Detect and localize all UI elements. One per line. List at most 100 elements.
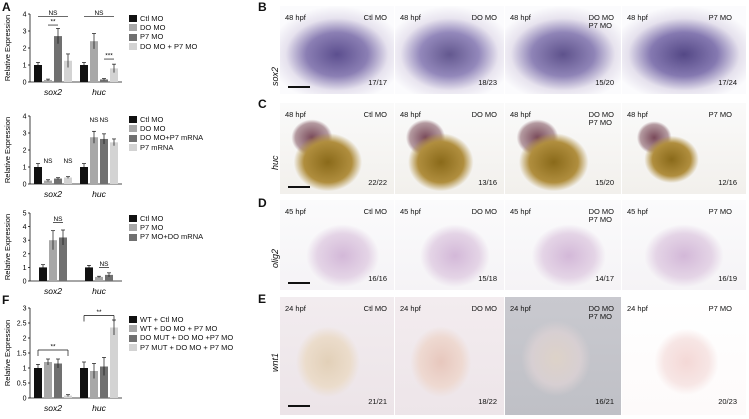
bar bbox=[34, 65, 42, 82]
image-c-do: 48 hpf DO MO 13/16 bbox=[395, 103, 504, 194]
y-tick-label: 1 bbox=[23, 366, 27, 373]
y-tick-label: 4 bbox=[23, 114, 27, 121]
bar bbox=[100, 79, 108, 82]
legend-swatch bbox=[129, 42, 137, 50]
ratio-label: 21/21 bbox=[368, 397, 387, 406]
panel-label-a: A bbox=[2, 0, 11, 14]
condition-label: Ctl MO bbox=[363, 207, 387, 216]
condition-label: P7 MO bbox=[708, 304, 732, 313]
image-e-do: 24 hpf DO MO 18/22 bbox=[395, 297, 504, 415]
significance-label: ** bbox=[96, 309, 102, 316]
y-tick-label: 0 bbox=[23, 279, 27, 286]
condition-label: DO MO bbox=[471, 110, 497, 119]
significance-label: NS bbox=[63, 158, 73, 165]
bar bbox=[110, 142, 118, 184]
significance-label: NS bbox=[43, 158, 53, 165]
legend-label: WT + DO MO + P7 MO bbox=[140, 324, 218, 334]
image-d-ctl: 45 hpf Ctl MO 16/16 bbox=[280, 200, 394, 290]
legend-entry: P7 MO bbox=[129, 32, 197, 41]
y-tick-label: 3 bbox=[23, 238, 27, 245]
stage-label: 45 hpf bbox=[627, 207, 648, 216]
ratio-label: 16/21 bbox=[595, 397, 614, 406]
bar bbox=[90, 137, 98, 184]
image-d-p7: 45 hpf P7 MO 16/19 bbox=[622, 200, 746, 290]
ratio-label: 15/20 bbox=[595, 78, 614, 87]
legend-swatch bbox=[129, 15, 137, 23]
bar bbox=[54, 178, 62, 184]
condition-label: DO MO P7 MO bbox=[588, 110, 614, 127]
bar bbox=[110, 327, 118, 398]
image-c-p7: 48 hpf P7 MO 12/16 bbox=[622, 103, 746, 194]
bar bbox=[110, 68, 118, 82]
stage-label: 45 hpf bbox=[285, 207, 306, 216]
ratio-label: 18/23 bbox=[478, 78, 497, 87]
bar bbox=[64, 60, 72, 82]
image-b-ctl: 48 hpf Ctl MO 17/17 bbox=[280, 6, 394, 94]
image-d-domo-p7mo: 45 hpf DO MO P7 MO 14/17 bbox=[505, 200, 621, 290]
scale-bar bbox=[288, 86, 310, 88]
panel-label-f: F bbox=[2, 293, 10, 307]
legend-label: DO MUT + DO MO +P7 MO bbox=[140, 333, 234, 343]
row-label-wnt1: wnt1 bbox=[270, 352, 280, 372]
legend-entry: P7 MO+DO mRNA bbox=[129, 232, 203, 241]
image-b-domo-p7mo: 48 hpf DO MO P7 MO 15/20 bbox=[505, 6, 621, 94]
ratio-label: 17/24 bbox=[718, 78, 737, 87]
legend-entry: DO MO bbox=[129, 23, 197, 32]
significance-label: *** bbox=[105, 53, 113, 60]
legend-entry: WT + Ctl MO bbox=[129, 315, 233, 324]
ratio-label: 15/20 bbox=[595, 178, 614, 187]
x-category-label: sox2 bbox=[44, 286, 62, 296]
bar bbox=[80, 368, 88, 398]
bar bbox=[85, 267, 93, 281]
legend-entry: P7 MUT + DO MO + P7 MO bbox=[129, 343, 233, 352]
y-tick-label: 1 bbox=[23, 265, 27, 272]
legend-a3: Ctl MO P7 MO P7 MO+DO mRNA bbox=[129, 214, 203, 242]
legend-swatch bbox=[129, 134, 137, 142]
y-tick-label: 2 bbox=[23, 336, 27, 343]
significance-label: ** bbox=[50, 344, 56, 351]
y-tick-label: 1 bbox=[23, 63, 27, 70]
x-category-label: sox2 bbox=[44, 189, 62, 199]
legend-a2: Ctl MO DO MO DO MO+P7 mRNA P7 mRNA bbox=[129, 115, 203, 152]
legend-a1: Ctl MO DO MO P7 MO DO MO + P7 MO bbox=[129, 14, 197, 51]
ratio-label: 14/17 bbox=[595, 274, 614, 283]
bar bbox=[100, 138, 108, 184]
y-tick-label: 1.5 bbox=[17, 351, 27, 358]
image-e-ctl: 24 hpf Ctl MO 21/21 bbox=[280, 297, 394, 415]
bar bbox=[64, 177, 72, 184]
significance-label: ** bbox=[50, 19, 56, 26]
legend-swatch bbox=[129, 33, 137, 41]
significance-label: NS bbox=[48, 10, 58, 17]
stage-label: 48 hpf bbox=[627, 110, 648, 119]
bar bbox=[39, 267, 47, 281]
legend-swatch bbox=[129, 233, 137, 241]
x-category-label: huc bbox=[92, 403, 106, 413]
legend-label: DO MO+P7 mRNA bbox=[140, 133, 204, 143]
ratio-label: 22/22 bbox=[368, 178, 387, 187]
condition-label: Ctl MO bbox=[363, 110, 387, 119]
bar bbox=[44, 79, 52, 82]
y-tick-label: 0 bbox=[23, 80, 27, 87]
bar bbox=[95, 276, 103, 281]
legend-entry: WT + DO MO + P7 MO bbox=[129, 324, 233, 333]
legend-entry: Ctl MO bbox=[129, 214, 203, 223]
legend-entry: P7 MO bbox=[129, 223, 203, 232]
condition-label: DO MO P7 MO bbox=[588, 13, 614, 30]
y-tick-label: 2 bbox=[23, 148, 27, 155]
x-category-label: huc bbox=[92, 189, 106, 199]
y-tick-label: 3 bbox=[23, 131, 27, 138]
legend-swatch bbox=[129, 116, 137, 124]
x-category-label: sox2 bbox=[44, 403, 62, 413]
legend-label: Ctl MO bbox=[140, 115, 164, 124]
scale-bar bbox=[288, 186, 310, 188]
legend-label: P7 MO bbox=[140, 32, 164, 42]
bar bbox=[90, 41, 98, 82]
y-axis-label: Relative Expression bbox=[3, 117, 12, 183]
stage-label: 48 hpf bbox=[627, 13, 648, 22]
bar bbox=[105, 274, 113, 281]
y-axis-label: Relative Expression bbox=[3, 320, 12, 386]
condition-label: DO MO bbox=[471, 207, 497, 216]
panel-label-e: E bbox=[258, 292, 267, 306]
image-b-p7: 48 hpf P7 MO 17/24 bbox=[622, 6, 746, 94]
stage-label: 24 hpf bbox=[510, 304, 531, 313]
